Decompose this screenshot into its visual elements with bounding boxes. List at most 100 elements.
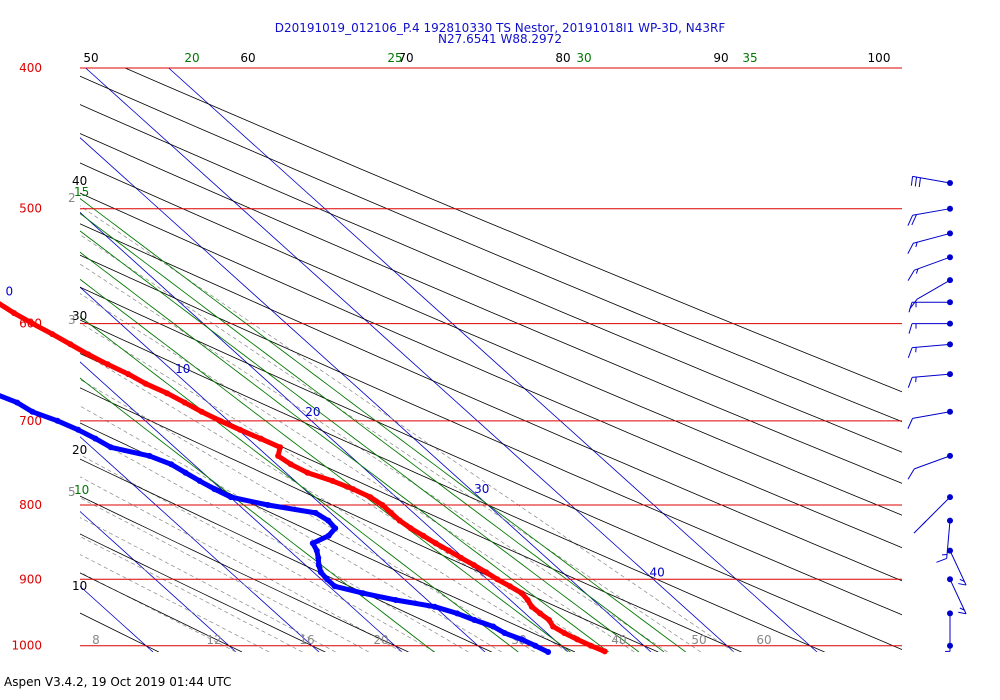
mixing-ratio-top-label: 25 [387, 51, 402, 65]
dewpoint-point [332, 525, 339, 532]
mixing-ratio-line [80, 377, 435, 652]
wind-barb-staff [922, 496, 951, 525]
theta-e-bottom-label: 16 [299, 633, 314, 647]
dewpoint-point [107, 444, 114, 451]
temperature-point [407, 525, 414, 532]
isotherm-label: 40 [649, 565, 664, 579]
chart-subtitle: N27.6541 W88.2972 [438, 32, 562, 46]
temperature-point [471, 562, 477, 569]
dry-adiabat-line [80, 422, 576, 652]
moist-adiabat-line [80, 379, 535, 652]
temperature-point [518, 590, 525, 597]
temperature-point [287, 461, 294, 468]
wind-barb-staff [949, 550, 967, 586]
footer-version: Aspen V3.4.2, 19 Oct 2019 01:44 UTC [4, 675, 232, 689]
wind-barb-half-flag [915, 268, 919, 274]
axis-labels: 4005006007008009001000-20-10010203040506… [6, 51, 891, 653]
dewpoint-point [54, 417, 61, 424]
dry-adiabat-line [80, 223, 902, 582]
theta-top-label: 90 [713, 51, 728, 65]
temperature-point [277, 444, 284, 451]
temperature-point [550, 623, 556, 630]
mixing-ratio-line [80, 230, 640, 652]
mixing-ratio-top-label: 30 [576, 51, 591, 65]
dewpoint-point [392, 597, 399, 603]
dry-adiabat-line [80, 572, 243, 652]
temperature-point [561, 630, 568, 636]
theta-e-bottom-label: 20 [373, 633, 388, 647]
dewpoint-point [431, 603, 438, 610]
isotherm-line [0, 68, 70, 652]
isotherm-label: 10 [175, 362, 190, 376]
wind-barb-flag [918, 177, 921, 188]
isotherm-lines [0, 68, 818, 652]
wind-barb-staff [912, 411, 951, 419]
temperature-point [217, 417, 224, 424]
temperature-point [257, 435, 264, 442]
temperature-point [483, 569, 490, 576]
dry-adiabat-line [80, 104, 902, 453]
dewpoint-point [315, 554, 322, 561]
mixing-ratio-line [80, 197, 686, 652]
wind-barb-staff [946, 520, 951, 559]
mixing-ratio-line [80, 278, 571, 652]
dewpoint-point [324, 576, 331, 583]
temperature-point [29, 320, 36, 327]
theta-left-label: 10 [72, 579, 87, 593]
wind-barb-staff [912, 208, 951, 216]
temperature-point [125, 371, 132, 378]
temperature-point [432, 540, 439, 547]
isotherm-line [80, 211, 569, 652]
theta-left-label: 20 [72, 443, 87, 457]
theta-e-bottom-label: 8 [92, 633, 100, 647]
wind-barb-staff [912, 343, 951, 349]
pressure-lines [80, 67, 902, 647]
pressure-tick-label: 1000 [11, 639, 42, 653]
moist-adiabat-line [80, 430, 469, 652]
mixing-ratio-left-label: 15 [74, 185, 89, 199]
wind-barb-flag [907, 215, 914, 226]
dry-adiabat-line [80, 133, 902, 484]
temperature-point [546, 617, 553, 623]
dewpoint-point [92, 435, 99, 442]
isotherm-line [168, 68, 818, 652]
theta-left-label: 30 [72, 309, 87, 323]
chart-title: D20191019_012106_P.4 192810330 TS Nestor… [274, 21, 726, 35]
mixing-ratio-top-label: 35 [742, 51, 757, 65]
dewpoint-point [182, 469, 189, 476]
temperature-point [198, 408, 205, 415]
temperature-point [445, 547, 452, 554]
dewpoint-point [454, 610, 461, 617]
moist-adiabat-lines [80, 205, 735, 652]
dewpoint-point [360, 590, 367, 597]
dewpoint-point [313, 547, 320, 554]
temperature-point [420, 532, 427, 539]
temperature-point [379, 502, 386, 508]
moist-adiabat-line [80, 322, 602, 652]
dewpoint-point [490, 623, 497, 630]
dewpoint-point [29, 408, 36, 415]
wind-barb-flag [907, 468, 915, 480]
theta-left-label: 40 [72, 174, 87, 188]
temperature-point [67, 341, 74, 348]
theta-e-left-label: 2 [68, 191, 76, 205]
wind-barb-flag [958, 583, 967, 586]
dewpoint-point [196, 477, 203, 484]
dry-adiabat-line [80, 319, 825, 652]
dewpoint-point [532, 642, 539, 649]
mixing-ratio-left-label: 10 [74, 483, 89, 497]
temperature-point [574, 636, 581, 643]
moist-adiabat-line [80, 405, 502, 652]
pressure-tick-label: 400 [19, 61, 42, 75]
moist-adiabat-line [80, 476, 403, 652]
temperature-point [458, 554, 465, 561]
mixing-ratio-lines [80, 197, 686, 652]
moist-adiabat-line [80, 263, 668, 652]
temperature-point [388, 509, 395, 516]
moist-adiabat-line [80, 497, 369, 652]
moist-adiabat-line [80, 571, 237, 652]
theta-top-label: 100 [868, 51, 891, 65]
temperature-point [275, 452, 282, 459]
wind-barb-flag [907, 377, 913, 388]
wind-barb-staff [914, 256, 951, 271]
